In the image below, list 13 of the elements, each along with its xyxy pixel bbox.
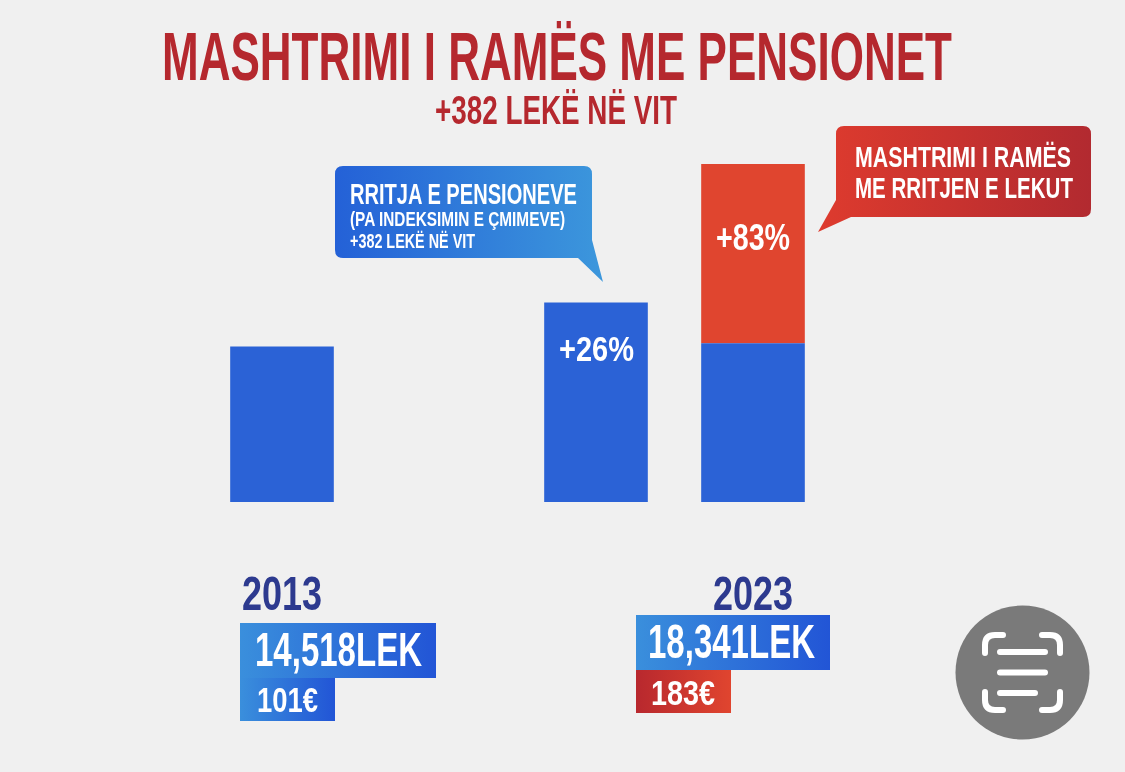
x-tick-label: 2013 (241, 567, 323, 621)
speech-bubble: RRITJA E PENSIONEVE (PA INDEKSIMIN E ÇMIMEVE) +382 LEKË NË VIT (335, 166, 603, 282)
text: 183€ (651, 672, 715, 713)
annotation: RRITJA E PENSIONEVE (PA INDEKSIMIN E ÇMIMEVE) +382 LEKË NË VIT (350, 177, 577, 252)
annotation: +83% (716, 215, 790, 258)
text: 101€ (257, 679, 318, 720)
bar (701, 343, 805, 502)
annotation: +26% (559, 328, 634, 369)
text: 14,518LEK (255, 623, 422, 677)
bar (544, 302, 648, 502)
speech-bubble: MASHTRIMI I RAMËS ME RRITJEN E LEKUT (818, 126, 1091, 232)
bar (701, 164, 805, 344)
bar (230, 346, 334, 502)
